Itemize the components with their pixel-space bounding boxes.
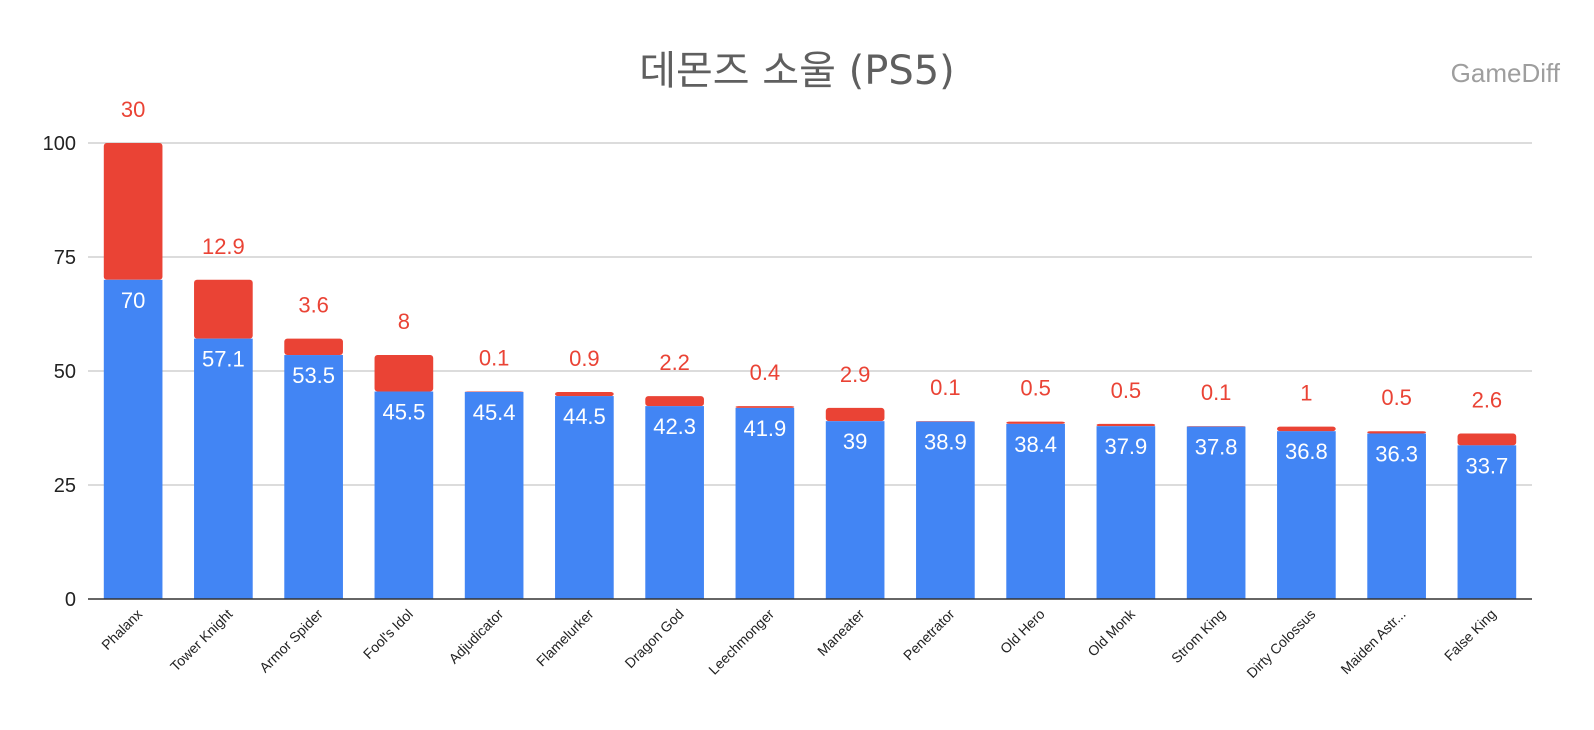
- data-label-top: 2.2: [659, 350, 690, 375]
- x-tick-label: Phalanx: [98, 606, 145, 653]
- y-tick-label: 0: [65, 589, 76, 611]
- data-label-top: 0.1: [930, 375, 961, 400]
- bar-segment-bottom: [284, 355, 343, 599]
- y-tick-label: 25: [54, 475, 76, 497]
- bar-segment-top: [374, 355, 434, 392]
- data-label-top: 1: [1300, 381, 1312, 406]
- bar-segment-bottom: [1277, 431, 1336, 599]
- x-tick-label: Maneater: [814, 606, 867, 659]
- x-tick-label: Old Hero: [997, 606, 1048, 657]
- data-label-bottom: 33.7: [1465, 453, 1508, 478]
- y-tick-label: 100: [43, 133, 76, 155]
- data-label-bottom: 41.9: [743, 416, 786, 441]
- data-label-bottom: 37.9: [1104, 434, 1147, 459]
- x-tick-label: False King: [1441, 606, 1499, 664]
- bar-segment-top: [284, 338, 343, 356]
- data-label-top: 12.9: [202, 234, 245, 259]
- bar-segment-bottom: [464, 391, 524, 599]
- bar-segment-bottom: [103, 279, 163, 599]
- bar-segment-bottom: [1096, 426, 1156, 599]
- x-tick-label: Fool's Idol: [360, 606, 416, 662]
- bar-segment-top: [1367, 431, 1426, 434]
- data-label-bottom: 38.4: [1014, 432, 1057, 457]
- data-label-bottom: 38.9: [924, 430, 967, 455]
- bar-segment-top: [1006, 421, 1065, 424]
- x-tick-label: Dragon God: [621, 606, 686, 671]
- data-label-top: 8: [398, 309, 410, 334]
- data-label-top: 0.9: [569, 346, 600, 371]
- bar-segment-top: [555, 391, 614, 397]
- bar-segment-bottom: [194, 338, 253, 599]
- bar-segment-bottom: [1367, 433, 1426, 599]
- bar-segment-top: [103, 143, 163, 280]
- data-label-top: 2.9: [840, 362, 871, 387]
- x-tick-label: Tower Knight: [167, 606, 236, 675]
- data-label-top: 0.5: [1020, 376, 1051, 401]
- data-label-bottom: 36.8: [1285, 439, 1328, 464]
- x-tick-label: Old Monk: [1084, 605, 1138, 659]
- bar-segment-top: [194, 279, 253, 339]
- x-tick-label: Maiden Astr...: [1337, 606, 1408, 677]
- data-label-bottom: 45.5: [382, 400, 425, 425]
- data-label-top: 0.5: [1111, 378, 1142, 403]
- data-label-bottom: 45.4: [473, 400, 516, 425]
- data-label-top: 2.6: [1472, 387, 1503, 412]
- bar-segment-top: [1096, 423, 1156, 427]
- bar-segment-top: [825, 407, 885, 422]
- x-tick-label: Strom King: [1168, 606, 1228, 666]
- data-label-bottom: 37.8: [1195, 435, 1238, 460]
- chart-title: 데몬즈 소울 (PS5): [639, 48, 955, 94]
- data-label-bottom: 57.1: [202, 347, 245, 372]
- data-label-top: 0.1: [479, 346, 510, 371]
- data-label-top: 30: [121, 97, 145, 122]
- x-tick-label: Penetrator: [900, 606, 958, 664]
- bar-segment-bottom: [825, 421, 885, 599]
- watermark: GameDiff: [1450, 58, 1560, 88]
- x-tick-label: Leechmonger: [705, 606, 777, 678]
- bar-segment-bottom: [374, 391, 434, 599]
- bar-segment-bottom: [1457, 445, 1517, 599]
- bar-segment-top: [735, 406, 795, 408]
- data-label-bottom: 53.5: [292, 363, 335, 388]
- x-tick-label: Dirty Colossus: [1243, 606, 1318, 681]
- data-label-top: 3.6: [298, 293, 329, 318]
- bar-segment-top: [1277, 426, 1336, 432]
- bar-segment-bottom: [645, 406, 704, 599]
- data-label-bottom: 44.5: [563, 404, 606, 429]
- data-label-top: 0.4: [750, 360, 781, 385]
- x-tick-label: Armor Spider: [256, 606, 326, 676]
- bar-segment-bottom: [916, 421, 975, 599]
- y-tick-label: 50: [54, 361, 76, 383]
- x-tick-label: Flamelurker: [533, 606, 597, 670]
- data-label-top: 0.1: [1201, 380, 1232, 405]
- data-label-bottom: 39: [843, 429, 867, 454]
- data-label-top: 0.5: [1381, 385, 1412, 410]
- bar-segment-top: [1457, 433, 1517, 446]
- bar-segment-bottom: [1006, 423, 1065, 599]
- bar-segment-bottom: [735, 407, 795, 599]
- data-label-bottom: 70: [121, 288, 145, 313]
- data-label-bottom: 42.3: [653, 414, 696, 439]
- y-tick-label: 75: [54, 247, 76, 269]
- data-label-bottom: 36.3: [1375, 441, 1418, 466]
- bar-segment-bottom: [1186, 426, 1246, 599]
- x-tick-label: Adjudicator: [445, 606, 506, 667]
- bar-segment-bottom: [555, 396, 614, 599]
- bar-segment-top: [645, 396, 704, 407]
